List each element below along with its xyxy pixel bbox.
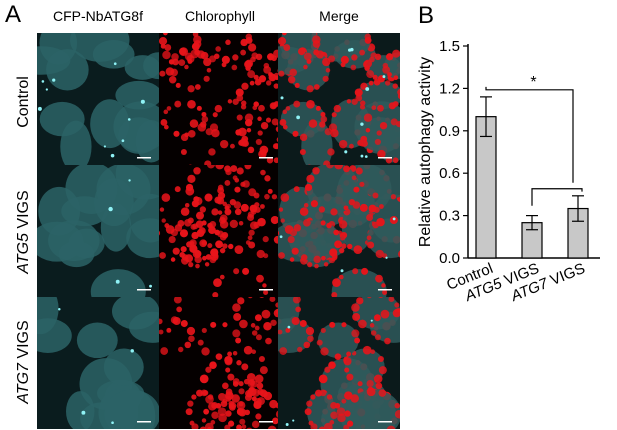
panel-a-letter: A (5, 1, 22, 28)
micrograph-atg7-merge (278, 297, 400, 429)
y-tick-label: 0.6 (439, 165, 460, 182)
y-tick-label: 0.0 (439, 250, 460, 267)
significance-bracket (485, 86, 574, 183)
scale-bar (378, 157, 392, 159)
group-bracket (531, 188, 583, 206)
scale-bar (378, 421, 392, 423)
y-tick-label: 1.2 (439, 80, 460, 97)
micrograph-atg7-cfp (37, 297, 159, 429)
panel-b-letter: B (418, 2, 435, 29)
scale-bar (259, 157, 273, 159)
y-tick-label: 1.5 (439, 38, 460, 55)
y-axis-label: Relative autophagy activity (417, 57, 434, 247)
scale-bar (137, 289, 151, 291)
significance-star: * (530, 74, 536, 91)
scale-bar (378, 289, 392, 291)
micrograph-control-chlorophyll (159, 33, 281, 165)
micrograph-atg5-cfp (37, 165, 159, 297)
column-header-merge: Merge (319, 8, 359, 24)
scale-bar (259, 289, 273, 291)
autophagy-bar-chart: 0.0 0.3 0.6 0.9 1.2 1.5 Relative autophagy act… (417, 38, 600, 305)
micrograph-atg7-chlorophyll (159, 297, 281, 429)
micrograph-control-cfp (37, 33, 159, 165)
micrograph-atg5-merge (278, 165, 400, 297)
y-tick-label: 0.9 (439, 123, 460, 140)
micrograph-control-merge (278, 33, 400, 165)
micrograph-atg5-chlorophyll (159, 165, 281, 297)
scale-bar (259, 421, 273, 423)
bar-0 (475, 116, 497, 259)
scale-bar (137, 421, 151, 423)
scale-bar (137, 157, 151, 159)
y-tick-label: 0.3 (439, 208, 460, 225)
column-header-cfp: CFP-NbATG8f (53, 8, 143, 24)
column-header-chlorophyll: Chlorophyll (184, 8, 256, 24)
